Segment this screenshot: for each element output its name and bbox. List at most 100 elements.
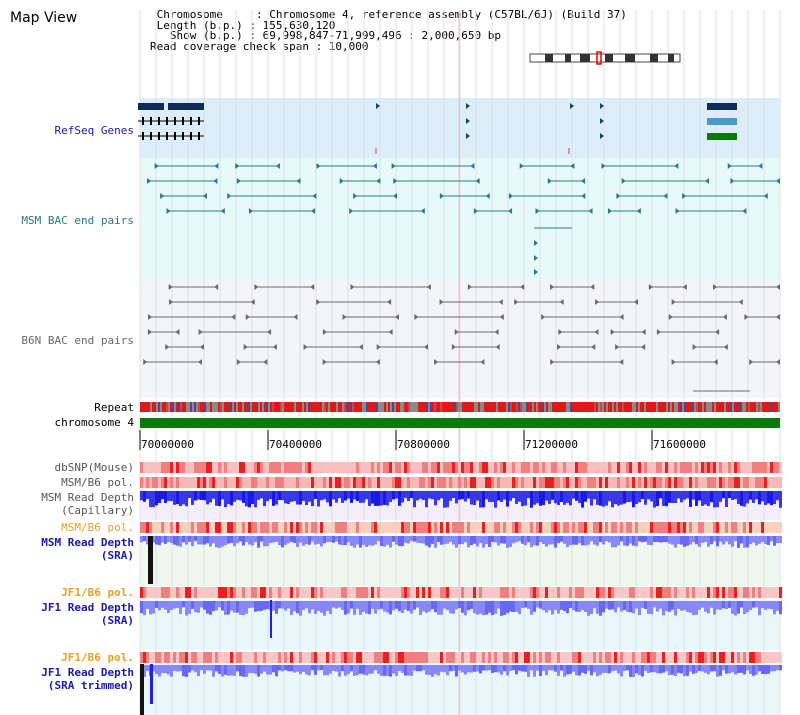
- msm-b6-pol-bin: [587, 522, 590, 533]
- dbsnp-bin: [278, 462, 281, 473]
- jf1-depth-trim-bin: [686, 665, 689, 677]
- jf1-depth-trim-bin: [299, 665, 302, 675]
- msm-depth-sra-bin: [647, 536, 650, 545]
- jf1-depth-sra-bin: [419, 601, 422, 615]
- jf1-b6-pol-bin: [767, 587, 770, 598]
- msm-depth-sra-bin: [764, 536, 767, 545]
- repeat-block: [270, 402, 272, 412]
- repeat-block: [428, 402, 430, 412]
- msm-depth-sra-bin: [326, 536, 329, 542]
- jf1-depth-sra-bin: [533, 601, 536, 612]
- jf1-b6-pol-bin: [701, 587, 704, 598]
- jf1-depth-sra-bin: [776, 601, 779, 611]
- msm-depth-sra-bin: [701, 536, 704, 543]
- msm-depth-cap-bin: [626, 491, 629, 503]
- b6n-bac-pair: [594, 329, 599, 335]
- msm-b6-pol-bin: [263, 477, 266, 488]
- msm-b6-pol-bin: [347, 522, 350, 533]
- jf1-depth-trim-bin: [392, 665, 395, 674]
- msm-depth-cap-bin: [707, 491, 710, 507]
- jf1-b6-pol-bin: [566, 587, 569, 598]
- track-label-refseq[interactable]: RefSeq Genes: [54, 124, 134, 137]
- msm-depth-sra-bin: [689, 536, 692, 545]
- dbsnp-bin: [545, 462, 548, 473]
- msm-depth-sra-bin: [278, 536, 281, 546]
- msm-b6-pol-bin: [299, 522, 302, 533]
- dbsnp-bin: [677, 462, 680, 473]
- jf1-depth-trim-bin: [197, 665, 200, 677]
- dbsnp-bin: [704, 462, 707, 473]
- jf1-depth-sra-bin: [170, 601, 173, 610]
- jf1-depth-sra-bin: [218, 601, 221, 608]
- repeat-block: [228, 402, 230, 412]
- jf1-b6-pol-bin: [536, 652, 539, 663]
- jf1-depth-sra-bin: [287, 601, 290, 609]
- msm-depth-sra-bin: [206, 536, 209, 544]
- dbsnp-bin: [761, 462, 764, 473]
- msm-depth-cap-bin: [560, 491, 563, 503]
- msm-b6-pol-bin: [467, 522, 470, 533]
- msm-b6-pol-bin: [497, 477, 500, 488]
- msm-b6-pol-bin: [737, 477, 740, 488]
- msm-depth-sra-bin: [494, 536, 497, 543]
- jf1-depth-sra-bin: [671, 601, 674, 610]
- jf1-depth-trim-bin: [677, 665, 680, 673]
- repeat-block: [160, 402, 162, 412]
- repeat-block: [708, 402, 710, 412]
- jf1-b6-pol-bin: [335, 587, 338, 598]
- jf1-b6-pol-bin: [560, 587, 563, 598]
- dbsnp-bin: [395, 462, 398, 473]
- jf1-depth-sra-bin: [779, 601, 782, 615]
- jf1-b6-pol-bin: [350, 652, 353, 663]
- jf1-depth-trim-bin: [719, 665, 722, 676]
- msm-b6-pol-bin: [251, 477, 254, 488]
- msm-depth-cap-bin: [656, 491, 659, 507]
- jf1-depth-sra-bin: [545, 601, 548, 613]
- dbsnp-bin: [656, 462, 659, 473]
- track-label-msm-bac[interactable]: MSM BAC end pairs: [21, 214, 134, 227]
- msm-depth-sra-bin: [527, 536, 530, 543]
- jf1-b6-pol-bin: [404, 652, 407, 663]
- jf1-depth-trim-bin: [584, 665, 587, 674]
- jf1-depth-sra-bin: [389, 601, 392, 615]
- msm-depth-sra-bin: [275, 536, 278, 542]
- jf1-b6-pol-bin: [233, 587, 236, 598]
- msm-b6-pol-bin: [569, 522, 572, 533]
- dbsnp-bin: [548, 462, 551, 473]
- jf1-b6-pol-bin: [707, 652, 710, 663]
- jf1-depth-trim-bin: [155, 665, 158, 675]
- msm-depth-cap-bin: [446, 491, 449, 508]
- b6n-bac-pair: [310, 284, 315, 290]
- msm-b6-pol-bin: [554, 522, 557, 533]
- msm-b6-pol-bin: [575, 522, 578, 533]
- repeat-block: [314, 402, 316, 412]
- jf1-b6-pol-bin: [662, 652, 665, 663]
- msm-b6-pol-bin: [221, 522, 224, 533]
- jf1-b6-pol-bin: [191, 652, 194, 663]
- jf1-depth-trim-bin: [701, 665, 704, 672]
- msm-depth-cap-bin: [689, 491, 692, 507]
- jf1-b6-pol-bin: [215, 587, 218, 598]
- msm-b6-pol-bin: [191, 477, 194, 488]
- msm-b6-pol-bin: [557, 477, 560, 488]
- repeat-block: [606, 402, 608, 412]
- msm-depth-cap-bin: [380, 491, 383, 506]
- jf1-depth-trim-bin: [434, 665, 437, 675]
- jf1-depth-trim-bin: [275, 665, 278, 677]
- jf1-depth-trim-bin: [731, 665, 734, 673]
- jf1-depth-trim-bin: [365, 665, 368, 676]
- msm-b6-pol-bin: [539, 477, 542, 488]
- track-label-b6n-bac[interactable]: B6N BAC end pairs: [21, 334, 134, 347]
- dbsnp-bin: [458, 462, 461, 473]
- jf1-b6-pol-bin: [491, 587, 494, 598]
- jf1-b6-pol-bin: [617, 652, 620, 663]
- dbsnp-bin: [452, 462, 455, 473]
- jf1-depth-sra-bin: [470, 601, 473, 609]
- repeat-block: [168, 402, 170, 412]
- msm-b6-pol-bin: [692, 477, 695, 488]
- msm-b6-pol-bin: [701, 522, 704, 533]
- msm-b6-pol-bin: [374, 477, 377, 488]
- msm-depth-cap-bin: [536, 491, 539, 504]
- b6n-bac-pair: [293, 314, 298, 320]
